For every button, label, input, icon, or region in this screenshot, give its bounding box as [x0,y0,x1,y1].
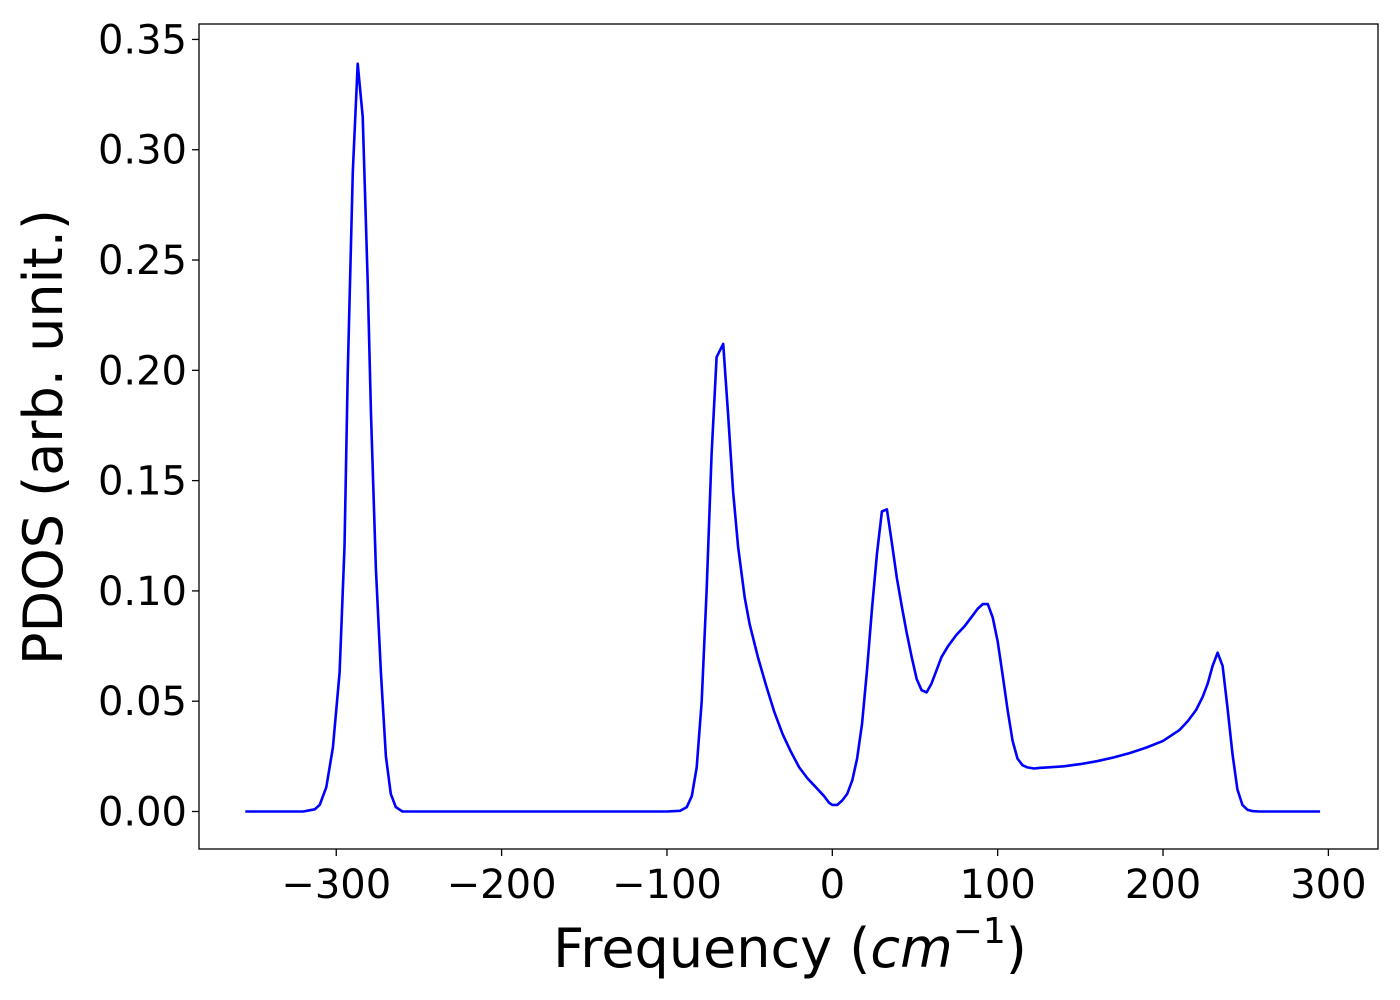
x-tick-label: 200 [1125,862,1201,908]
x-axis-ticks: −300 −200 −100 0 100 200 300 [281,849,1367,908]
pdos-series-line [245,62,1321,813]
y-tick-label: 0.35 [98,17,187,63]
y-tick-label: 0.10 [98,569,187,615]
y-tick-label: 0.20 [98,348,187,394]
x-tick-label: −300 [281,862,391,908]
y-tick-label: 0.25 [98,238,187,284]
y-tick-label: 0.15 [98,459,187,505]
x-tick-label: 100 [959,862,1035,908]
y-axis-label: PDOS (arb. unit.) [12,209,75,665]
x-tick-label: 0 [820,862,845,908]
x-tick-label: −200 [447,862,557,908]
x-axis-label: Frequency (cm−1) [553,911,1027,980]
y-tick-label: 0.30 [98,128,187,174]
x-axis-label-unit-exponent: −1 [953,911,1006,952]
plot-frame [198,23,1379,850]
y-tick-label: 0.05 [98,679,187,725]
x-axis-label-suffix: ) [1006,917,1027,980]
y-axis-ticks: 0.00 0.05 0.10 0.15 0.20 0.25 0.30 0.35 [98,17,199,836]
x-axis-label-unit: cm [870,917,952,980]
x-axis-label-prefix: Frequency ( [553,917,870,980]
y-tick-label: 0.00 [98,790,187,836]
x-tick-label: 300 [1290,862,1366,908]
plot-area [198,23,1379,850]
x-tick-label: −100 [612,862,722,908]
